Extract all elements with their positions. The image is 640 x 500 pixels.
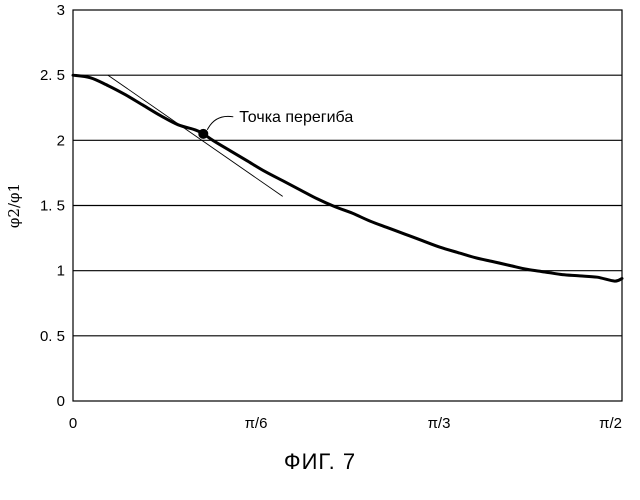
inflection-point-label: Точка перегиба: [239, 109, 353, 126]
y-tick-labels: 0 0. 5 1 1. 5 2 2. 5 3: [40, 2, 65, 410]
y-tick-label: 2. 5: [40, 67, 65, 84]
annotation-leader-line: [207, 116, 233, 129]
x-tick-label: π/2: [599, 415, 622, 432]
x-tick-label: 0: [69, 415, 77, 432]
x-tick-label: π/6: [245, 415, 268, 432]
y-tick-label: 0: [57, 393, 65, 410]
inflection-point-marker: [198, 129, 208, 139]
y-axis-label: φ2/φ1: [5, 183, 23, 228]
x-tick-label: π/3: [428, 415, 451, 432]
y-tick-label: 2: [57, 132, 65, 149]
figure-caption: ФИГ. 7: [0, 449, 640, 475]
y-tick-label: 1. 5: [40, 198, 65, 215]
chart: 0 0. 5 1 1. 5 2 2. 5 3 0 π/6 π/3 π/2 Точка переги…: [0, 0, 640, 440]
y-tick-label: 3: [57, 2, 65, 19]
y-tick-label: 0. 5: [40, 328, 65, 345]
series-line: [73, 75, 622, 281]
y-tick-label: 1: [57, 263, 65, 280]
tangent-line: [108, 75, 283, 196]
x-tick-labels: 0 π/6 π/3 π/2: [69, 415, 622, 432]
